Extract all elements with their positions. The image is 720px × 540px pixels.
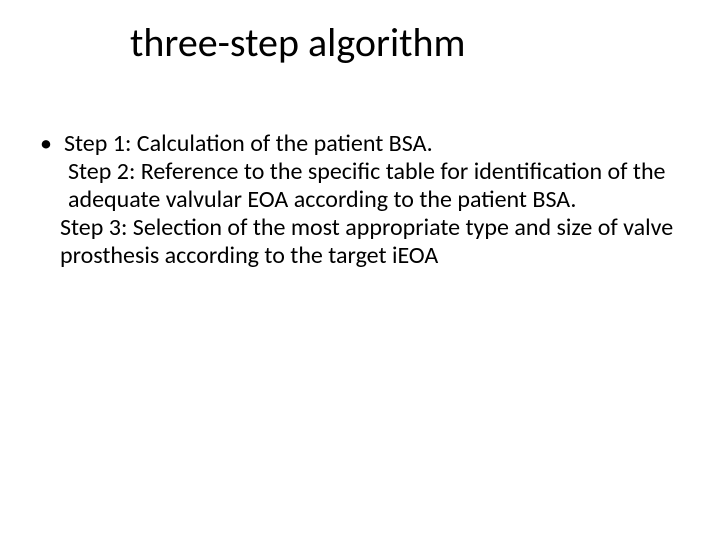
step-3-text: Step 3: Selection of the most appropriat…: [36, 214, 684, 270]
step-1-text: Step 1: Calculation of the patient BSA.: [64, 130, 684, 158]
slide-body: • Step 1: Calculation of the patient BSA…: [36, 130, 684, 270]
bullet-glyph: •: [36, 130, 64, 158]
bullet-row: • Step 1: Calculation of the patient BSA…: [36, 130, 684, 158]
slide-title: three-step algorithm: [130, 18, 466, 67]
slide: three-step algorithm • Step 1: Calculati…: [0, 0, 720, 540]
step-2-text: Step 2: Reference to the specific table …: [36, 158, 684, 214]
